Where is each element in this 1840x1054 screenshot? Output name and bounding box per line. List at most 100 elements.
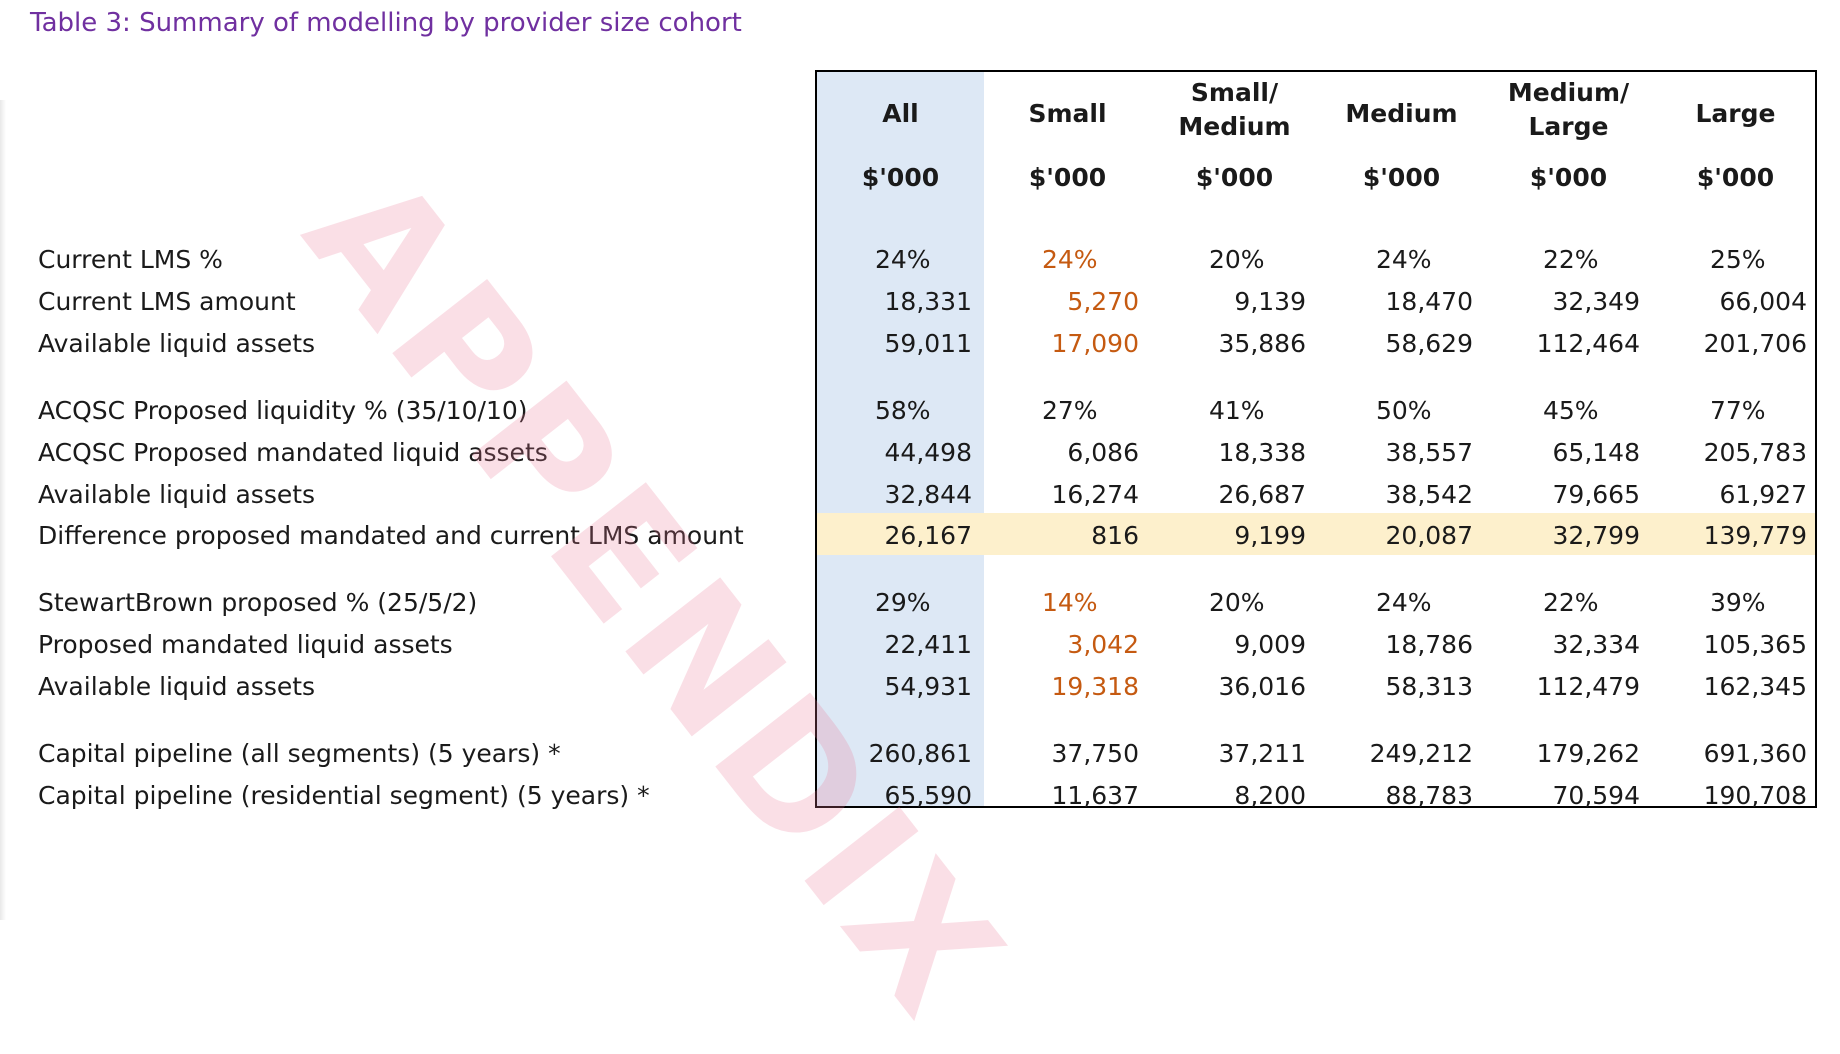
- table-cell: 45%: [1543, 396, 1599, 425]
- table-cell: 39%: [1710, 588, 1766, 617]
- column-header: Small/Medium: [1178, 78, 1291, 141]
- table-cell: 65,590: [884, 781, 972, 810]
- table-cell: 24%: [1376, 588, 1432, 617]
- table-cell: 37,211: [1218, 739, 1306, 768]
- table-cell: 14%: [1042, 588, 1098, 617]
- table-cell: 17,090: [1051, 329, 1139, 358]
- table-cell: 112,464: [1536, 329, 1640, 358]
- table-cell: 24%: [875, 245, 931, 274]
- table-cell: 205,783: [1703, 438, 1807, 467]
- row-label: Difference proposed mandated and current…: [38, 521, 744, 550]
- row-label: ACQSC Proposed liquidity % (35/10/10): [38, 396, 528, 425]
- row-label: Capital pipeline (residential segment) (…: [38, 781, 650, 810]
- table-cell: 50%: [1376, 396, 1432, 425]
- column-unit: $'000: [1529, 163, 1608, 192]
- table-cell: 41%: [1209, 396, 1265, 425]
- row-label: Current LMS %: [38, 245, 223, 274]
- column-header: Small: [1028, 99, 1107, 128]
- row-label: Current LMS amount: [38, 287, 296, 316]
- table-cell: 24%: [1042, 245, 1098, 274]
- table-cell: 66,004: [1719, 287, 1807, 316]
- table-cell: 27%: [1042, 396, 1098, 425]
- table-cell: 58,629: [1385, 329, 1473, 358]
- table-cell: 54,931: [884, 672, 972, 701]
- table-cell: 9,199: [1234, 521, 1306, 550]
- column-unit: $'000: [1195, 163, 1274, 192]
- row-label: Capital pipeline (all segments) (5 years…: [38, 739, 561, 768]
- column-header: All: [882, 99, 919, 128]
- table-cell: 6,086: [1067, 438, 1139, 467]
- row-label: ACQSC Proposed mandated liquid assets: [38, 438, 548, 467]
- table-cell: 9,139: [1234, 287, 1306, 316]
- table-cell: 18,338: [1218, 438, 1306, 467]
- column-unit: $'000: [861, 163, 940, 192]
- table-cell: 11,637: [1051, 781, 1139, 810]
- table-cell: 20%: [1209, 588, 1265, 617]
- column-unit: $'000: [1028, 163, 1107, 192]
- table-cell: 77%: [1710, 396, 1766, 425]
- table-cell: 18,470: [1385, 287, 1473, 316]
- row-label: Available liquid assets: [38, 672, 316, 701]
- table-cell: 105,365: [1703, 630, 1807, 659]
- table-caption: Table 3: Summary of modelling by provide…: [30, 8, 742, 38]
- table-cell: 65,148: [1552, 438, 1640, 467]
- table-cell: 32,844: [884, 480, 972, 509]
- table-cell: 190,708: [1703, 781, 1807, 810]
- table-cell: 22%: [1543, 588, 1599, 617]
- row-label: StewartBrown proposed % (25/5/2): [38, 588, 478, 617]
- table-cell: 25%: [1710, 245, 1766, 274]
- table-cell: 139,779: [1703, 521, 1807, 550]
- column-header: Large: [1695, 99, 1776, 128]
- table-cell: 58%: [875, 396, 931, 425]
- table-cell: 26,687: [1218, 480, 1306, 509]
- table-cell: 162,345: [1703, 672, 1807, 701]
- table-cell: 16,274: [1051, 480, 1139, 509]
- table-cell: 29%: [875, 588, 931, 617]
- table-border: [815, 70, 1817, 808]
- table-cell: 18,786: [1385, 630, 1473, 659]
- table-cell: 32,334: [1552, 630, 1640, 659]
- table-cell: 38,557: [1385, 438, 1473, 467]
- table-cell: 26,167: [884, 521, 972, 550]
- table-cell: 691,360: [1703, 739, 1807, 768]
- table-cell: 8,200: [1234, 781, 1306, 810]
- column-unit: $'000: [1362, 163, 1441, 192]
- table-cell: 112,479: [1536, 672, 1640, 701]
- table-cell: 36,016: [1218, 672, 1306, 701]
- table-cell: 20,087: [1385, 521, 1473, 550]
- table-cell: 260,861: [868, 739, 972, 768]
- table-cell: 37,750: [1051, 739, 1139, 768]
- table-cell: 24%: [1376, 245, 1432, 274]
- table-cell: 38,542: [1385, 480, 1473, 509]
- column-header: Medium: [1345, 99, 1458, 128]
- table-cell: 9,009: [1234, 630, 1306, 659]
- table-cell: 59,011: [884, 329, 972, 358]
- table-cell: 88,783: [1385, 781, 1473, 810]
- table-cell: 3,042: [1067, 630, 1139, 659]
- column-unit: $'000: [1696, 163, 1775, 192]
- all-column-highlight: [817, 72, 984, 806]
- table-cell: 32,799: [1552, 521, 1640, 550]
- difference-row-highlight: [817, 513, 1815, 555]
- column-header: Medium/Large: [1507, 78, 1630, 141]
- table-cell: 19,318: [1051, 672, 1139, 701]
- row-label: Available liquid assets: [38, 329, 316, 358]
- row-label: Proposed mandated liquid assets: [38, 630, 453, 659]
- table-cell: 32,349: [1552, 287, 1640, 316]
- table-cell: 22%: [1543, 245, 1599, 274]
- table-cell: 58,313: [1385, 672, 1473, 701]
- table-cell: 70,594: [1552, 781, 1640, 810]
- table-cell: 201,706: [1703, 329, 1807, 358]
- left-edge-shadow: [0, 100, 6, 920]
- table-cell: 35,886: [1218, 329, 1306, 358]
- table-cell: 249,212: [1369, 739, 1473, 768]
- row-label: Available liquid assets: [38, 480, 316, 509]
- table-cell: 61,927: [1719, 480, 1807, 509]
- table-cell: 44,498: [884, 438, 972, 467]
- table-cell: 20%: [1209, 245, 1265, 274]
- table-cell: 18,331: [884, 287, 972, 316]
- table-cell: 179,262: [1536, 739, 1640, 768]
- table-cell: 816: [1091, 521, 1139, 550]
- table-cell: 5,270: [1067, 287, 1139, 316]
- table-cell: 79,665: [1552, 480, 1640, 509]
